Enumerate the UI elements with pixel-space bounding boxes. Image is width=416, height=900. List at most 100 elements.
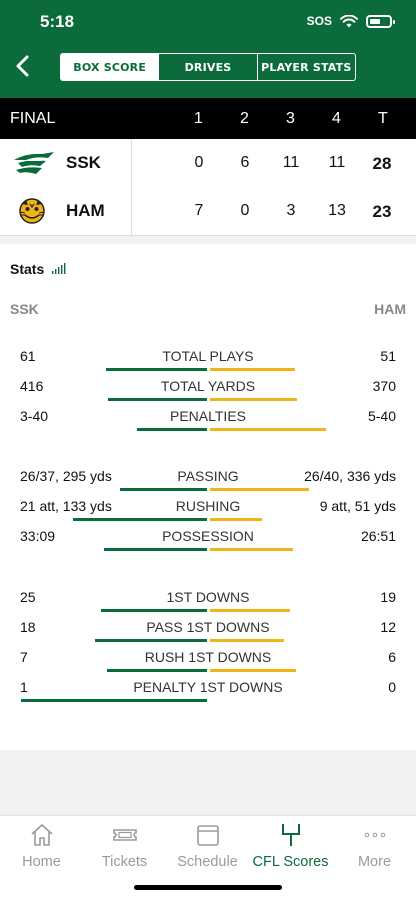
calendar-icon xyxy=(196,825,219,846)
stat-left-value: 1 xyxy=(20,679,28,695)
stat-label: PASSING xyxy=(177,468,239,484)
scoreboard-bottom-rule xyxy=(0,235,416,236)
stats-title: Stats xyxy=(10,261,45,277)
stat-right-value: 26/40, 336 yds xyxy=(304,468,396,484)
stat-label: 1ST DOWNS xyxy=(166,589,250,605)
status-icons: SOS xyxy=(306,14,395,28)
period-1-header: 1 xyxy=(194,110,203,127)
stat-bar-left xyxy=(107,669,207,672)
ssk-q1-score: 0 xyxy=(194,154,204,171)
stat-row: POSSESSION 33:09 26:51 xyxy=(0,528,416,558)
stat-right-value: 370 xyxy=(372,378,396,394)
nav-cfl-scores-label: CFL Scores xyxy=(252,854,329,870)
more-icon xyxy=(364,832,385,838)
stat-left-value: 33:09 xyxy=(20,528,56,544)
stats-left-team: SSK xyxy=(10,301,39,317)
stat-left-value: 26/37, 295 yds xyxy=(20,468,112,484)
stat-right-value: 12 xyxy=(380,619,396,635)
ssk-total-score: 28 xyxy=(372,154,392,173)
stat-right-value: 6 xyxy=(388,649,396,665)
stat-row: PENALTY 1ST DOWNS 1 0 xyxy=(0,679,416,709)
stat-right-value: 9 att, 51 yds xyxy=(319,498,396,514)
stat-row: RUSH 1ST DOWNS 7 6 xyxy=(0,649,416,679)
stat-bar-left xyxy=(106,368,207,371)
score-row-ssk: SSK 0 6 11 11 28 xyxy=(0,139,416,187)
roughriders-logo-icon xyxy=(14,152,54,174)
stat-bar-right xyxy=(210,669,296,672)
nav-home[interactable]: Home xyxy=(0,822,83,870)
stat-label: RUSHING xyxy=(175,498,241,514)
stat-bar-left xyxy=(21,699,207,702)
stat-label: PENALTY 1ST DOWNS xyxy=(133,679,283,695)
tab-box-score[interactable]: BOX SCORE xyxy=(61,54,159,80)
score-row-ham: HAM 7 0 3 13 23 xyxy=(0,187,416,235)
team-name-ham: HAM xyxy=(66,201,105,220)
back-chevron-icon[interactable] xyxy=(10,52,38,80)
stats-footer-band xyxy=(0,750,416,815)
stat-row: PASS 1ST DOWNS 18 12 xyxy=(0,619,416,649)
nav-home-label: Home xyxy=(22,854,61,870)
home-icon xyxy=(30,824,53,846)
stat-left-value: 416 xyxy=(20,378,44,394)
period-2-header: 2 xyxy=(240,110,249,127)
game-status: FINAL xyxy=(10,110,56,127)
scoreboard-divider xyxy=(131,139,132,235)
stat-bar-left xyxy=(108,398,207,401)
nav-more[interactable]: More xyxy=(333,822,416,870)
stat-left-value: 21 att, 133 yds xyxy=(20,498,112,514)
wifi-icon xyxy=(340,14,358,27)
ssk-q3-score: 11 xyxy=(282,154,300,171)
stat-left-value: 7 xyxy=(20,649,28,665)
stat-row: PASSING 26/37, 295 yds 26/40, 336 yds xyxy=(0,468,416,498)
stat-right-value: 0 xyxy=(388,679,396,695)
period-4-header: 4 xyxy=(332,110,341,127)
stat-bar-right xyxy=(210,518,262,521)
nav-more-label: More xyxy=(357,854,392,870)
stat-row: TOTAL PLAYS 61 51 xyxy=(0,348,416,378)
scoreboard-header: FINAL 1 2 3 4 T xyxy=(0,98,416,139)
total-header: T xyxy=(378,110,388,127)
stat-bar-left xyxy=(104,548,207,551)
stat-bar-right xyxy=(210,488,309,491)
nav-schedule[interactable]: Schedule xyxy=(166,822,249,870)
ssk-q4-score: 11 xyxy=(328,154,346,171)
stat-left-value: 18 xyxy=(20,619,36,635)
stat-bar-left xyxy=(95,639,207,642)
tab-drives[interactable]: DRIVES xyxy=(158,54,256,80)
ticket-icon xyxy=(112,829,137,841)
tab-player-stats[interactable]: PLAYER STATS xyxy=(256,54,355,80)
status-time: 5:18 xyxy=(40,12,75,31)
period-3-header: 3 xyxy=(286,110,295,127)
stat-bar-left xyxy=(137,428,207,431)
battery-icon xyxy=(366,14,395,28)
stat-left-value: 25 xyxy=(20,589,36,605)
ham-q4-score: 13 xyxy=(328,202,346,219)
stat-label: PASS 1ST DOWNS xyxy=(146,619,270,635)
nav-cfl-scores[interactable]: CFL Scores xyxy=(249,822,332,870)
bar-chart-icon xyxy=(52,263,66,274)
stat-label: TOTAL PLAYS xyxy=(162,348,254,364)
section-gap xyxy=(0,236,416,244)
ham-q1-score: 7 xyxy=(194,202,204,219)
stat-bar-left xyxy=(101,609,207,612)
stats-right-team: HAM xyxy=(374,301,406,317)
nav-tickets[interactable]: Tickets xyxy=(83,822,166,870)
team-name-ssk: SSK xyxy=(66,153,101,172)
stat-label: PENALTIES xyxy=(170,408,246,424)
ham-total-score: 23 xyxy=(372,202,392,221)
stat-right-value: 5-40 xyxy=(367,408,396,424)
stat-bar-right xyxy=(210,428,326,431)
stat-label: RUSH 1ST DOWNS xyxy=(144,649,272,665)
stat-bar-right xyxy=(210,609,290,612)
home-indicator xyxy=(134,885,282,890)
carrier-label: SOS xyxy=(306,14,332,28)
stat-bar-right xyxy=(210,368,295,371)
stat-row: RUSHING 21 att, 133 yds 9 att, 51 yds xyxy=(0,498,416,528)
stat-row: PENALTIES 3-40 5-40 xyxy=(0,408,416,438)
goalpost-icon xyxy=(281,824,300,846)
segmented-tabs: BOX SCORE DRIVES PLAYER STATS xyxy=(60,53,356,81)
stat-left-value: 3-40 xyxy=(20,408,49,424)
nav-schedule-label: Schedule xyxy=(177,854,238,870)
stat-right-value: 26:51 xyxy=(360,528,396,544)
stat-left-value: 61 xyxy=(20,348,36,364)
